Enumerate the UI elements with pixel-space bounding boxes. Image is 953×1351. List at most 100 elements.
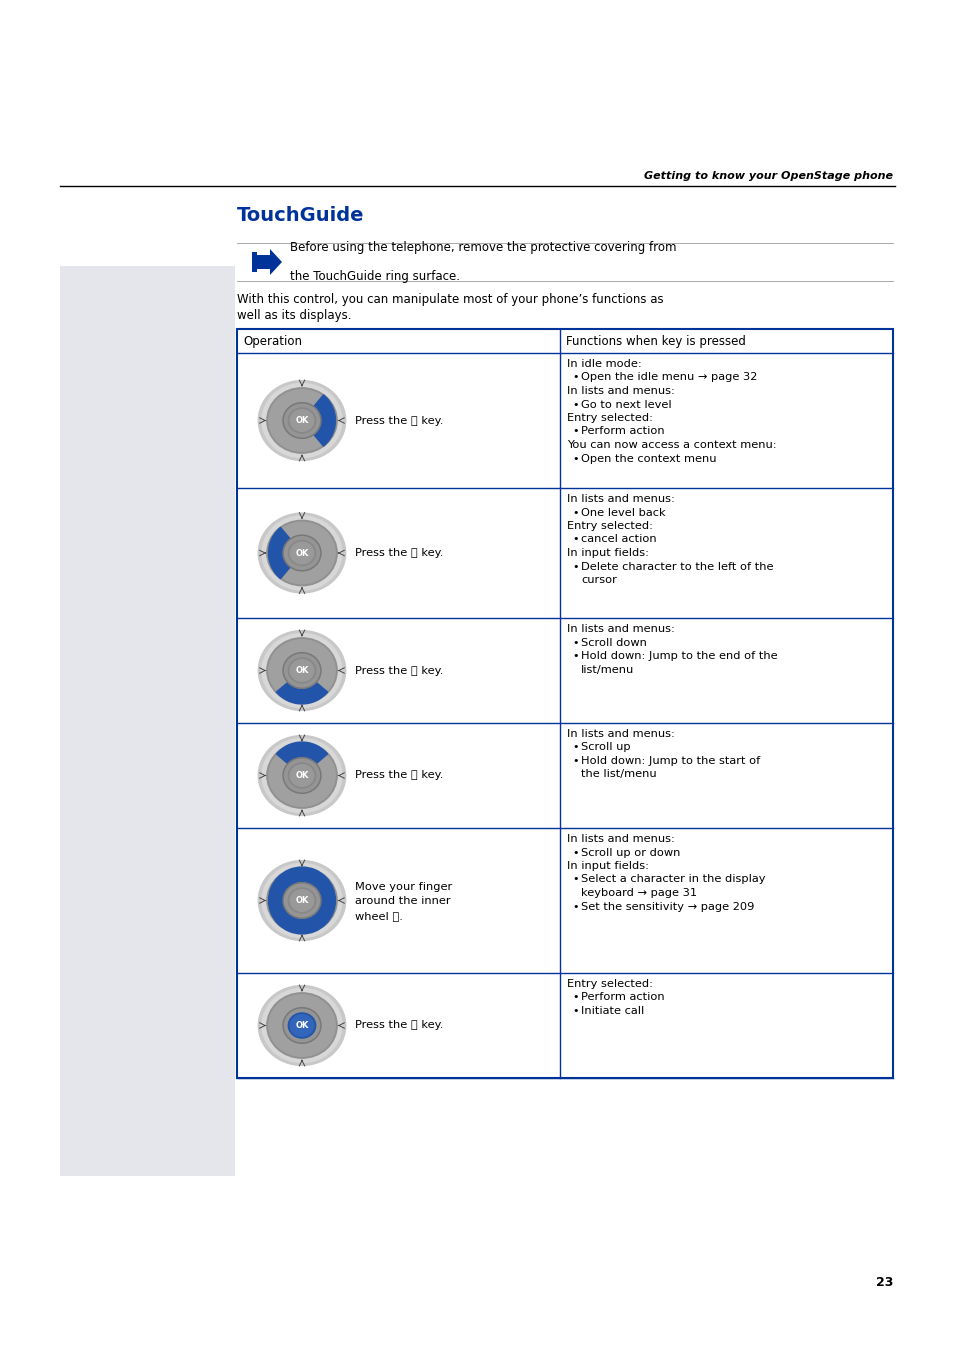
Text: •: • <box>572 562 578 571</box>
Text: In idle mode:: In idle mode: <box>566 359 641 369</box>
Text: cancel action: cancel action <box>580 535 656 544</box>
Text: Go to next level: Go to next level <box>580 400 671 409</box>
Text: Functions when key is pressed: Functions when key is pressed <box>565 335 745 347</box>
Ellipse shape <box>267 520 336 586</box>
Ellipse shape <box>269 744 335 807</box>
Text: Open the context menu: Open the context menu <box>580 454 716 463</box>
Wedge shape <box>269 867 335 934</box>
Text: OK: OK <box>295 771 309 780</box>
Ellipse shape <box>258 861 345 940</box>
Text: In lists and menus:: In lists and menus: <box>566 386 674 396</box>
Text: You can now access a context menu:: You can now access a context menu: <box>566 440 776 450</box>
Ellipse shape <box>283 758 320 793</box>
Text: 23: 23 <box>875 1277 892 1289</box>
Ellipse shape <box>258 986 345 1066</box>
Text: Move your finger: Move your finger <box>355 881 452 892</box>
Ellipse shape <box>269 523 335 584</box>
Text: Entry selected:: Entry selected: <box>566 521 652 531</box>
Text: Select a character in the display: Select a character in the display <box>580 874 764 885</box>
FancyBboxPatch shape <box>252 253 256 272</box>
Text: In lists and menus:: In lists and menus: <box>566 730 674 739</box>
Ellipse shape <box>288 540 315 566</box>
Text: well as its displays.: well as its displays. <box>236 309 351 322</box>
Text: In lists and menus:: In lists and menus: <box>566 624 674 634</box>
Text: •: • <box>572 1006 578 1016</box>
Ellipse shape <box>290 542 314 563</box>
Text: wheel Ⓞ.: wheel Ⓞ. <box>355 912 402 921</box>
Text: TouchGuide: TouchGuide <box>236 205 364 226</box>
Text: Before using the telephone, remove the protective covering from: Before using the telephone, remove the p… <box>290 240 676 254</box>
Ellipse shape <box>284 884 319 917</box>
Ellipse shape <box>269 870 335 931</box>
Wedge shape <box>269 527 290 578</box>
Ellipse shape <box>284 536 319 569</box>
Text: With this control, you can manipulate most of your phone’s functions as: With this control, you can manipulate mo… <box>236 293 663 305</box>
Text: In input fields:: In input fields: <box>566 861 648 871</box>
Text: Press the Ⓣ key.: Press the Ⓣ key. <box>355 416 443 426</box>
Text: Operation: Operation <box>243 335 302 347</box>
Text: Hold down: Jump to the end of the: Hold down: Jump to the end of the <box>580 651 777 661</box>
Ellipse shape <box>283 403 320 438</box>
Text: Press the Ⓢ key.: Press the Ⓢ key. <box>355 666 443 676</box>
Ellipse shape <box>269 994 335 1056</box>
Text: Initiate call: Initiate call <box>580 1006 643 1016</box>
Ellipse shape <box>267 743 336 808</box>
Ellipse shape <box>258 631 345 711</box>
Text: •: • <box>572 993 578 1002</box>
Ellipse shape <box>288 408 315 434</box>
Text: Entry selected:: Entry selected: <box>566 413 652 423</box>
Text: •: • <box>572 847 578 858</box>
Text: Perform action: Perform action <box>580 427 664 436</box>
Text: •: • <box>572 651 578 661</box>
Text: around the inner: around the inner <box>355 897 450 907</box>
Ellipse shape <box>283 1008 320 1043</box>
Ellipse shape <box>258 381 345 461</box>
Ellipse shape <box>267 388 336 453</box>
Text: the list/menu: the list/menu <box>580 770 656 780</box>
Text: Scroll up: Scroll up <box>580 743 630 753</box>
Ellipse shape <box>288 1013 315 1038</box>
Text: OK: OK <box>295 1021 309 1029</box>
Text: •: • <box>572 427 578 436</box>
Ellipse shape <box>269 640 335 701</box>
Text: OK: OK <box>295 666 309 676</box>
Text: OK: OK <box>295 896 309 905</box>
Text: Press the Ⓠ key.: Press the Ⓠ key. <box>355 770 443 781</box>
Text: cursor: cursor <box>580 576 617 585</box>
Text: •: • <box>572 638 578 647</box>
Ellipse shape <box>284 654 319 686</box>
Ellipse shape <box>283 882 320 919</box>
Ellipse shape <box>267 638 336 703</box>
Text: •: • <box>572 901 578 912</box>
Text: •: • <box>572 508 578 517</box>
Wedge shape <box>276 742 327 763</box>
Text: Getting to know your OpenStage phone: Getting to know your OpenStage phone <box>643 172 892 181</box>
Text: •: • <box>572 400 578 409</box>
Text: Delete character to the left of the: Delete character to the left of the <box>580 562 773 571</box>
Text: One level back: One level back <box>580 508 665 517</box>
Ellipse shape <box>290 659 314 681</box>
Ellipse shape <box>258 513 345 593</box>
Ellipse shape <box>284 404 319 436</box>
Text: Scroll up or down: Scroll up or down <box>580 847 679 858</box>
Text: •: • <box>572 874 578 885</box>
Wedge shape <box>314 394 335 446</box>
Text: •: • <box>572 454 578 463</box>
Ellipse shape <box>290 890 314 912</box>
Ellipse shape <box>288 763 315 788</box>
Ellipse shape <box>262 739 341 812</box>
Text: Set the sensitivity → page 209: Set the sensitivity → page 209 <box>580 901 754 912</box>
Ellipse shape <box>262 384 341 458</box>
Ellipse shape <box>267 867 336 934</box>
Ellipse shape <box>262 634 341 708</box>
Text: In lists and menus:: In lists and menus: <box>566 494 674 504</box>
Text: Hold down: Jump to the start of: Hold down: Jump to the start of <box>580 757 760 766</box>
Text: •: • <box>572 373 578 382</box>
Text: •: • <box>572 743 578 753</box>
Text: •: • <box>572 535 578 544</box>
FancyBboxPatch shape <box>60 266 234 1175</box>
Text: In input fields:: In input fields: <box>566 549 648 558</box>
Text: Press the Ⓡ key.: Press the Ⓡ key. <box>355 549 443 558</box>
Text: Entry selected:: Entry selected: <box>566 979 652 989</box>
Ellipse shape <box>262 989 341 1062</box>
